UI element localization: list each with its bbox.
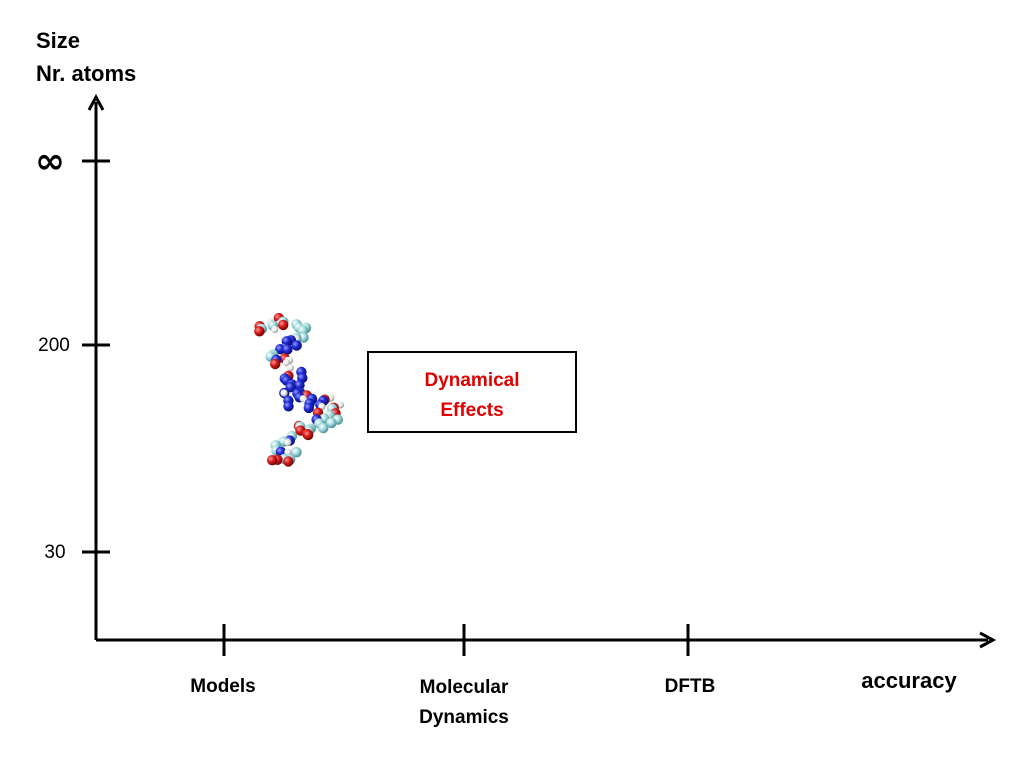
- y-axis-title-line1: Size: [36, 28, 80, 53]
- molecule-atom: [280, 389, 288, 397]
- molecule-atom: [326, 417, 337, 429]
- molecule-atom: [281, 336, 292, 347]
- molecule-atom: [267, 455, 278, 466]
- x-axis: Models Molecular Dynamics DFTB accuracy: [96, 624, 997, 728]
- y-tick-label-infinity: ∞: [35, 141, 65, 182]
- x-category-label-molecular: Molecular: [420, 677, 509, 698]
- molecule-atom: [284, 438, 292, 447]
- callout-text-line2: Effects: [440, 400, 503, 421]
- callout-box: [367, 351, 577, 433]
- molecule-atom: [283, 456, 294, 467]
- molecule-atom: [303, 402, 314, 414]
- x-axis-arrowhead: [979, 631, 997, 649]
- x-category-label-models: Models: [190, 676, 255, 697]
- y-axis-arrowhead: [87, 93, 105, 111]
- molecule-atom: [286, 364, 294, 372]
- peptide-molecule-icon: [254, 312, 344, 467]
- molecule-atom: [291, 340, 302, 351]
- molecule-atom: [294, 380, 305, 391]
- x-axis-title: accuracy: [861, 668, 957, 693]
- molecule-atom: [271, 325, 279, 334]
- dynamical-effects-callout: Dynamical Effects: [367, 351, 577, 433]
- molecule-atom: [318, 422, 329, 434]
- molecule-atom: [270, 358, 281, 370]
- molecule-atom: [283, 401, 294, 412]
- callout-text-line1: Dynamical: [424, 370, 519, 391]
- y-axis: ∞ 200 30 Size Nr. atoms: [35, 28, 136, 640]
- molecule-atom: [254, 326, 265, 337]
- y-tick-label-200: 200: [38, 335, 70, 356]
- molecule-atom: [303, 429, 314, 441]
- molecule-atom: [291, 447, 302, 458]
- y-axis-title-line2: Nr. atoms: [36, 61, 136, 86]
- molecule-atom: [282, 359, 290, 367]
- molecule-atom: [278, 319, 289, 331]
- x-category-label-dynamics: Dynamics: [419, 707, 509, 728]
- molecule-atom: [282, 344, 293, 355]
- y-tick-label-30: 30: [44, 542, 65, 563]
- x-category-label-dftb: DFTB: [665, 676, 716, 697]
